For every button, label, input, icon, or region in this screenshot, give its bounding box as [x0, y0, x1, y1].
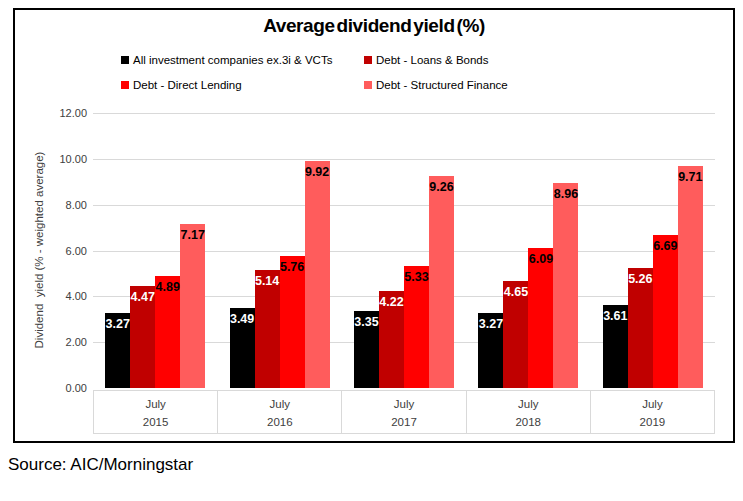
- bar-value-label: 3.49: [230, 312, 254, 326]
- legend-label: Debt - Loans & Bonds: [376, 54, 489, 66]
- x-category-line: July: [218, 395, 341, 413]
- y-axis-ticks: 12.0010.008.006.004.002.000.00: [23, 113, 87, 388]
- x-category-cell: July2016: [218, 391, 342, 433]
- y-tick-label: 10.00: [23, 153, 87, 165]
- x-category-line: July: [342, 395, 465, 413]
- bar: 4.22: [379, 291, 404, 388]
- y-tick-label: 4.00: [23, 290, 87, 302]
- bar-value-label: 4.47: [131, 290, 155, 304]
- bar-value-label: 9.26: [429, 180, 453, 194]
- legend-swatch-icon: [121, 81, 129, 89]
- bar: 4.65: [503, 281, 528, 388]
- x-category-cell: July2015: [94, 391, 218, 433]
- bar: 5.76: [280, 256, 305, 388]
- chart-title: Average dividend yield (%): [15, 15, 733, 37]
- legend-label: All investment companies ex.3i & VCTs: [133, 54, 332, 66]
- legend: All investment companies ex.3i & VCTs Deb…: [121, 54, 508, 91]
- bar: 7.17: [180, 224, 205, 388]
- x-category-line: 2016: [218, 413, 341, 431]
- x-category-line: July: [467, 395, 590, 413]
- x-category-line: 2019: [591, 413, 714, 431]
- source-text: Source: AIC/Morningstar: [8, 455, 193, 475]
- legend-swatch-icon: [364, 81, 372, 89]
- bar-group: 3.27 4.65 6.09 8.96: [466, 113, 590, 388]
- chart-frame: Average dividend yield (%) All investmen…: [13, 8, 735, 443]
- x-category-line: July: [94, 395, 217, 413]
- bar: 3.27: [105, 313, 130, 388]
- bar: 9.71: [678, 166, 703, 389]
- x-category-cell: July2019: [591, 391, 714, 433]
- bar-value-label: 9.92: [305, 165, 329, 179]
- bar: 4.47: [130, 286, 155, 388]
- bar: 3.61: [603, 305, 628, 388]
- legend-swatch-icon: [121, 56, 129, 64]
- bar-value-label: 7.17: [181, 228, 205, 242]
- bar-value-label: 6.09: [529, 252, 553, 266]
- legend-label: Debt - Direct Lending: [133, 79, 242, 91]
- legend-item: Debt - Structured Finance: [364, 79, 508, 91]
- bar-value-label: 4.22: [379, 295, 403, 309]
- bar: 9.26: [429, 176, 454, 388]
- bar-groups: 3.274.474.897.173.495.145.769.923.354.22…: [93, 113, 715, 388]
- legend-label: Debt - Structured Finance: [376, 79, 508, 91]
- bar: 5.14: [255, 270, 280, 388]
- x-category-line: 2015: [94, 413, 217, 431]
- bar: 6.09: [528, 248, 553, 388]
- bar: 6.69: [653, 235, 678, 388]
- bar-value-label: 4.65: [504, 285, 528, 299]
- bar: 8.96: [553, 183, 578, 388]
- bar-group: 3.49 5.145.76 9.92: [217, 113, 341, 388]
- bar-value-label: 8.96: [554, 187, 578, 201]
- bar: 9.92: [305, 161, 330, 388]
- bar-group: 3.274.474.89 7.17: [93, 113, 217, 388]
- bar-value-label: 3.27: [479, 317, 503, 331]
- x-category-line: 2017: [342, 413, 465, 431]
- legend-item: Debt - Direct Lending: [121, 79, 364, 91]
- x-category-cell: July2018: [467, 391, 591, 433]
- bar-group: 3.61 5.26 6.69 9.71: [591, 113, 715, 388]
- x-category-line: July: [591, 395, 714, 413]
- bar-value-label: 6.69: [653, 239, 677, 253]
- bar: 3.49: [230, 308, 255, 388]
- y-tick-label: 8.00: [23, 199, 87, 211]
- bar-value-label: 3.61: [603, 309, 627, 323]
- legend-item: Debt - Loans & Bonds: [364, 54, 508, 66]
- bar-value-label: 5.76: [280, 260, 304, 274]
- bar-value-label: 3.27: [106, 317, 130, 331]
- bar-value-label: 5.33: [404, 270, 428, 284]
- bar-value-label: 5.26: [628, 272, 652, 286]
- x-category-line: 2018: [467, 413, 590, 431]
- bar: 4.89: [155, 276, 180, 388]
- bar: 5.26: [628, 268, 653, 389]
- bar-value-label: 9.71: [678, 170, 702, 184]
- x-category-cell: July2017: [342, 391, 466, 433]
- x-axis-labels: July2015July2016July2017July2018July2019: [93, 390, 715, 434]
- bar-value-label: 3.35: [354, 315, 378, 329]
- bar: 3.27: [478, 313, 503, 388]
- legend-swatch-icon: [364, 56, 372, 64]
- bar-group: 3.354.225.33 9.26: [342, 113, 466, 388]
- plot-area: 3.274.474.897.173.495.145.769.923.354.22…: [93, 113, 715, 388]
- bar-value-label: 5.14: [255, 274, 279, 288]
- y-tick-label: 0.00: [23, 382, 87, 394]
- bar: 3.35: [354, 311, 379, 388]
- y-tick-label: 2.00: [23, 336, 87, 348]
- legend-item: All investment companies ex.3i & VCTs: [121, 54, 364, 66]
- y-tick-label: 6.00: [23, 245, 87, 257]
- bar-value-label: 4.89: [156, 280, 180, 294]
- bar: 5.33: [404, 266, 429, 388]
- y-tick-label: 12.00: [23, 107, 87, 119]
